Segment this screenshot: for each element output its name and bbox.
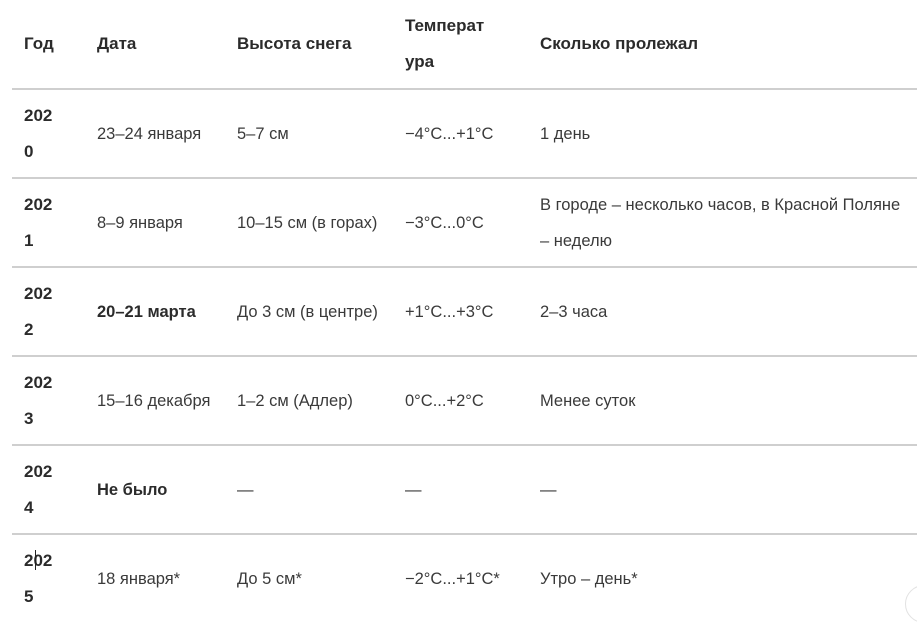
temperature-value: 0°C...+2°C xyxy=(405,391,484,410)
cell-date: 18 января* xyxy=(97,569,181,588)
temperature-value: — xyxy=(405,480,422,499)
cell-temperature: −4°C...+1°C xyxy=(393,89,528,178)
table-row: 2023 15–16 декабря 1–2 см (Адлер) 0°C...+2°… xyxy=(12,356,917,445)
header-temperature: Температура xyxy=(393,0,528,89)
year-value: 2023 xyxy=(24,372,53,428)
cell-temperature: −3°C...0°C xyxy=(393,178,528,267)
year-value: 2025 xyxy=(24,550,53,606)
cell-duration: — xyxy=(528,445,917,534)
header-year: Год xyxy=(12,0,85,89)
cell-duration: Утро – день* xyxy=(528,534,917,622)
cell-duration: 1 день xyxy=(528,89,917,178)
cell-date: 15–16 декабря xyxy=(97,391,211,410)
table-row: 2022 20–21 марта До 3 см (в центре) +1°C...… xyxy=(12,267,917,356)
year-value: 2021 xyxy=(24,194,53,250)
temperature-value: +1°C...+3°C xyxy=(405,302,494,321)
temperature-value: −4°C...+1°C xyxy=(405,124,494,143)
cell-year: 2022 xyxy=(12,267,85,356)
cell-temperature: 0°C...+2°C xyxy=(393,356,528,445)
duration-value: 2–3 часа xyxy=(540,302,608,321)
cell-snow-height: 5–7 см xyxy=(237,124,289,143)
header-year-label: Год xyxy=(24,34,54,53)
temperature-value: −2°C...+1°C* xyxy=(405,569,500,588)
cell-date: 20–21 марта xyxy=(97,302,196,321)
cell-year: 2021 xyxy=(12,178,85,267)
header-duration: Сколько пролежал xyxy=(540,34,699,53)
table-row: 2024 Не было — — — xyxy=(12,445,917,534)
cell-snow-height: До 5 см* xyxy=(237,569,302,588)
cell-date: 8–9 января xyxy=(97,213,183,232)
duration-value: Утро – день* xyxy=(540,569,638,588)
cell-year: 2025 xyxy=(12,534,85,622)
duration-value: — xyxy=(540,480,557,499)
cell-snow-height: 10–15 см (в горах) xyxy=(237,213,378,232)
header-snow-height: Высота снега xyxy=(237,34,352,53)
cell-duration: 2–3 часа xyxy=(528,267,917,356)
cell-snow-height: До 3 см (в центре) xyxy=(237,302,378,321)
year-value: 2020 xyxy=(24,105,53,161)
table-row: 2020 23–24 января 5–7 см −4°C...+1°C 1 день xyxy=(12,89,917,178)
table-header-row: Год Дата Высота снега Температура Скольк… xyxy=(12,0,917,89)
duration-value: Менее суток xyxy=(540,391,636,410)
text-cursor xyxy=(35,550,36,570)
cell-year: 2020 xyxy=(12,89,85,178)
year-value: 2022 xyxy=(24,283,53,339)
header-date: Дата xyxy=(97,34,137,53)
header-temperature-label: Температура xyxy=(405,16,485,71)
snow-history-table: Год Дата Высота снега Температура Скольк… xyxy=(12,0,917,622)
temperature-value: −3°C...0°C xyxy=(405,213,484,232)
cell-duration: Менее суток xyxy=(528,356,917,445)
table-row: 2025 18 января* До 5 см* −2°C...+1°C* Утро –… xyxy=(12,534,917,622)
cell-year: 2023 xyxy=(12,356,85,445)
cell-year: 2024 xyxy=(12,445,85,534)
cell-temperature: — xyxy=(393,445,528,534)
table-row: 2021 8–9 января 10–15 см (в горах) −3°C...0… xyxy=(12,178,917,267)
cell-duration: В городе – несколько часов, в Красной По… xyxy=(528,178,917,267)
year-value: 2024 xyxy=(24,461,53,517)
cell-date: Не было xyxy=(97,480,168,499)
cell-date: 23–24 января xyxy=(97,124,202,143)
cell-snow-height: 1–2 см (Адлер) xyxy=(237,391,353,410)
duration-value: 1 день xyxy=(540,124,591,143)
cell-temperature: −2°C...+1°C* xyxy=(393,534,528,622)
cell-snow-height: — xyxy=(237,480,254,499)
duration-value: В городе – несколько часов, в Красной По… xyxy=(540,195,901,250)
cell-temperature: +1°C...+3°C xyxy=(393,267,528,356)
